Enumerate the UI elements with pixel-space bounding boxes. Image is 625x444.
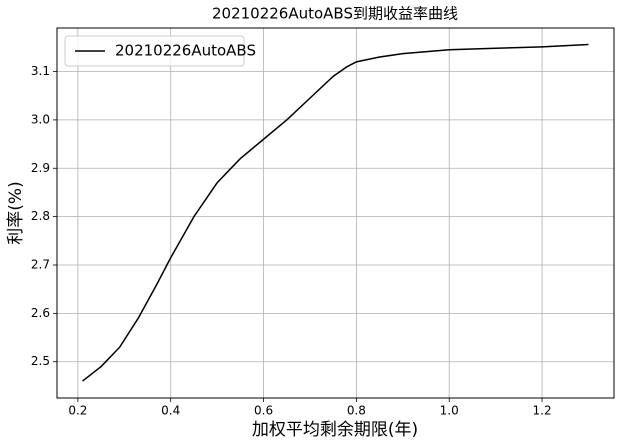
chart-title: 20210226AutoABS到期收益率曲线 (212, 5, 458, 23)
legend-label: 20210226AutoABS (115, 42, 256, 60)
y-tick-label: 2.8 (31, 209, 50, 223)
plot-frame (56, 27, 615, 399)
x-tick-label: 0.6 (254, 404, 273, 418)
legend-box (64, 35, 245, 67)
x-tick-label: 0.4 (161, 404, 180, 418)
y-tick-label: 2.7 (31, 257, 50, 271)
y-tick-label: 2.9 (31, 161, 50, 175)
y-axis-label: 利率(%) (6, 181, 26, 244)
x-tick-label: 0.8 (347, 404, 366, 418)
y-tick-label: 3.0 (31, 112, 50, 126)
y-tick-label: 3.1 (31, 64, 50, 78)
x-axis-label: 加权平均剩余期限(年) (252, 420, 418, 440)
data-line (82, 43, 589, 382)
x-tick-label: 1.0 (440, 404, 459, 418)
x-tick-label: 0.2 (68, 404, 87, 418)
x-tick-label: 1.2 (533, 404, 552, 418)
y-tick-label: 2.5 (31, 354, 50, 368)
y-tick-label: 2.6 (31, 306, 50, 320)
